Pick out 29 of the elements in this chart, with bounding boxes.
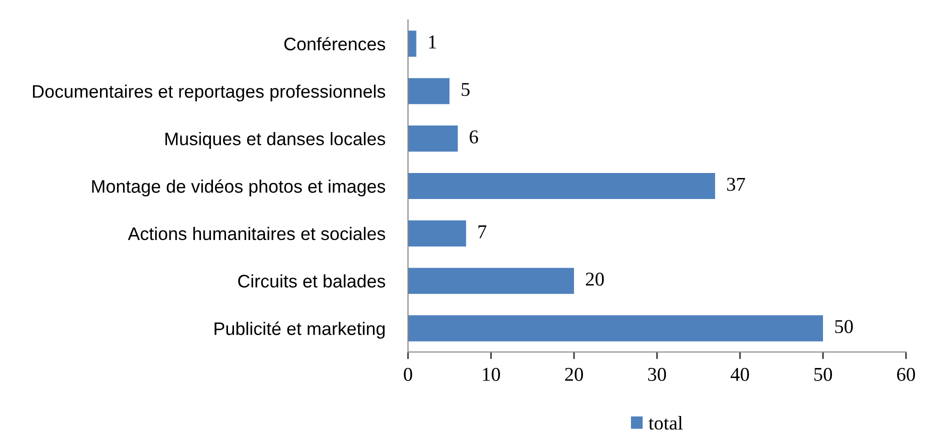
data-label: 1 [429, 36, 436, 48]
y-tick-label: Montage de vidéos photos et images [92, 179, 386, 196]
x-tick-label: 0 [404, 368, 412, 381]
legend-label: total [648, 416, 683, 430]
data-label: 50 [835, 320, 853, 334]
bar [408, 30, 416, 57]
bar [408, 315, 823, 342]
bar [408, 126, 458, 152]
data-label: 7 [478, 225, 486, 238]
y-tick-label: Documentaires et reportages professionnels [33, 84, 386, 102]
y-tick-label: Actions humanitaires et sociales [128, 226, 386, 240]
x-tick-label: 60 [897, 368, 915, 381]
bar [408, 220, 466, 246]
bar [408, 268, 574, 294]
y-tick-label: Conférences [284, 36, 386, 50]
data-label: 5 [462, 83, 470, 96]
y-tick-label: Publicité et marketing [214, 322, 385, 339]
y-tick-label: Musiques et danses locales [165, 132, 386, 149]
x-tick-label: 40 [730, 368, 749, 381]
x-tick-label: 50 [814, 368, 832, 381]
bar [408, 172, 716, 200]
data-label: 6 [470, 130, 478, 144]
bar [408, 78, 450, 104]
data-label: 20 [586, 272, 604, 286]
x-tick-label: 20 [565, 368, 583, 381]
data-label: 37 [727, 178, 746, 191]
x-tick-label: 30 [648, 368, 666, 381]
x-tick-label: 10 [482, 368, 500, 381]
y-tick-label: Circuits et balades [238, 274, 386, 288]
